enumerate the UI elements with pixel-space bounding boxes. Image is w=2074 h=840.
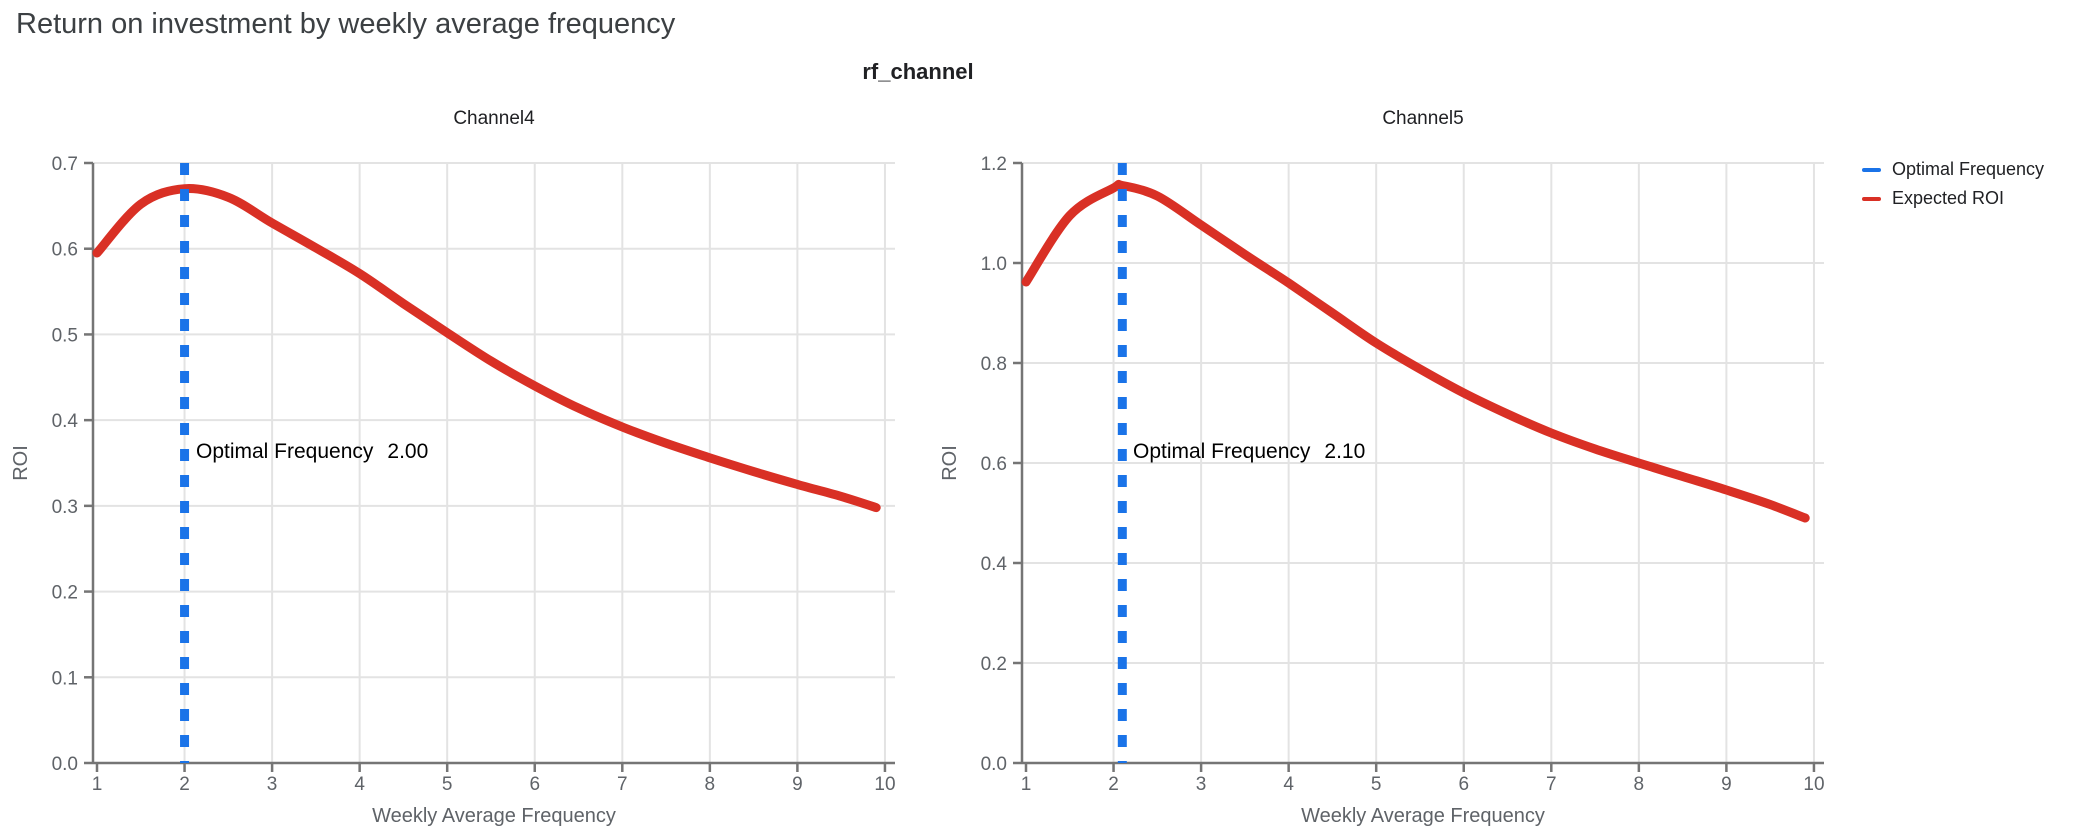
- y-tick-label: 0.4: [52, 411, 79, 432]
- x-tick-label: 3: [267, 774, 278, 795]
- x-axis-title: Weekly Average Frequency: [372, 805, 616, 827]
- legend-label: Expected ROI: [1892, 188, 2005, 208]
- y-tick-label: 0.8: [981, 354, 1007, 375]
- x-tick-label: 8: [705, 774, 716, 795]
- y-axis-title: ROI: [10, 445, 32, 481]
- y-tick-label: 0.3: [52, 497, 78, 518]
- legend-label: Optimal Frequency: [1892, 159, 2045, 179]
- y-tick-label: 0.7: [52, 154, 78, 175]
- x-tick-label: 1: [1021, 774, 1032, 795]
- expected-roi-curve: [92, 184, 881, 513]
- legend-item-expected-roi[interactable]: Expected ROI: [1862, 184, 2044, 213]
- y-tick-label: 0.6: [981, 454, 1007, 475]
- x-tick-label: 2: [1108, 774, 1119, 795]
- y-tick-label: 0.2: [52, 583, 78, 604]
- y-axis-title: ROI: [939, 445, 961, 481]
- y-tick-label: 1.0: [981, 254, 1007, 275]
- y-tick-label: 1.2: [981, 154, 1007, 175]
- y-tick-label: 0.1: [52, 668, 78, 689]
- x-tick-label: 9: [792, 774, 803, 795]
- x-tick-label: 2: [179, 774, 190, 795]
- optimal-frequency-line-swatch: [1862, 167, 1881, 172]
- annotation-value: 2.00: [387, 440, 429, 463]
- subplot-title-channel4: Channel4: [453, 108, 535, 129]
- y-tick-label: 0.6: [52, 240, 78, 261]
- subplot-title-channel5: Channel5: [1382, 108, 1463, 129]
- annotation-label: Optimal Frequency: [196, 440, 374, 463]
- x-tick-label: 9: [1721, 774, 1732, 795]
- page-title: Return on investment by weekly average f…: [16, 8, 676, 40]
- x-tick-label: 10: [874, 774, 895, 795]
- y-tick-label: 0.0: [52, 754, 78, 775]
- y-tick-label: 0.4: [981, 554, 1008, 575]
- x-tick-label: 3: [1196, 774, 1207, 795]
- annotation-label: Optimal Frequency: [1133, 440, 1311, 463]
- x-axis-title: Weekly Average Frequency: [1301, 805, 1545, 827]
- figure-title: rf_channel: [862, 59, 974, 84]
- x-tick-label: 6: [529, 774, 540, 795]
- expected-roi-curve: [1021, 179, 1810, 523]
- x-tick-label: 4: [1283, 774, 1294, 795]
- y-tick-label: 0.0: [981, 754, 1007, 775]
- x-tick-label: 1: [92, 774, 103, 795]
- optimal-frequency-annotation-channel5: Optimal Frequency 2.10: [1133, 438, 1365, 466]
- y-tick-label: 0.5: [52, 325, 78, 346]
- annotation-value: 2.10: [1324, 440, 1366, 463]
- subplot-channel4: 0.0 0.1 0.2 0.3 0.4 0.5 0.6 0.7 1 2 3 4 5 6 7 8 9 10 Weekl…: [10, 108, 896, 827]
- x-tick-label: 7: [1546, 774, 1557, 795]
- x-tick-label: 5: [442, 774, 453, 795]
- x-tick-label: 10: [1803, 774, 1824, 795]
- x-tick-label: 5: [1371, 774, 1382, 795]
- legend: Optimal Frequency Expected ROI: [1862, 155, 2044, 213]
- x-tick-label: 4: [354, 774, 365, 795]
- subplot-channel5: 0.0 0.2 0.4 0.6 0.8 1.0 1.2 1 2 3 4 5 6 7 8 9 10 Weekly A…: [939, 108, 1825, 827]
- y-tick-label: 0.2: [981, 654, 1007, 675]
- optimal-frequency-annotation-channel4: Optimal Frequency 2.00: [196, 438, 428, 466]
- x-tick-label: 6: [1458, 774, 1469, 795]
- x-tick-label: 8: [1634, 774, 1645, 795]
- legend-item-optimal-frequency[interactable]: Optimal Frequency: [1862, 155, 2044, 184]
- expected-roi-line-swatch: [1862, 196, 1881, 201]
- x-tick-label: 7: [617, 774, 628, 795]
